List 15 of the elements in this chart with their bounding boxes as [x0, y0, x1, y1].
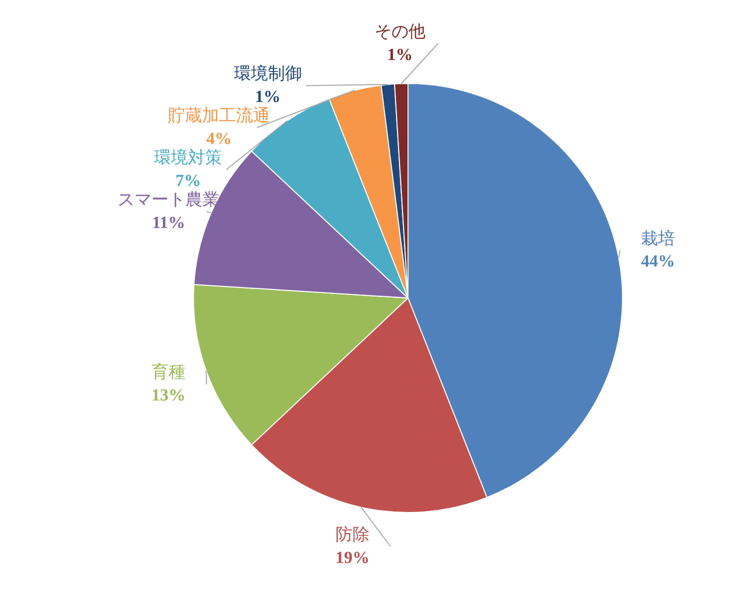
slice-label: 防除	[335, 524, 370, 544]
slice-label: 環境制御	[234, 64, 302, 84]
data-label: 19%	[335, 548, 370, 567]
data-label: 7%	[176, 171, 201, 190]
slice-label: 貯蔵加工流通	[168, 106, 270, 126]
data-label: 1%	[387, 45, 413, 64]
slice-label: 環境対策	[154, 148, 222, 168]
slice-label: その他	[374, 22, 426, 42]
slice-label: 栽培	[640, 228, 675, 248]
data-label: 44%	[640, 252, 675, 271]
data-label: 11%	[152, 213, 186, 232]
slice-label: 育種	[152, 362, 186, 382]
data-label: 4%	[206, 129, 232, 148]
data-label: 13%	[152, 386, 186, 405]
data-label: 1%	[255, 87, 281, 106]
